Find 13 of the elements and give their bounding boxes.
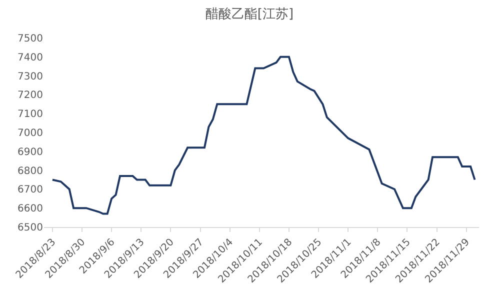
y-tick-label: 7300	[18, 71, 43, 82]
y-tick-label: 6900	[18, 146, 43, 158]
y-tick-label: 7400	[18, 52, 43, 64]
y-tick-label: 6500	[18, 222, 43, 234]
chart-title: 醋酸乙酯[江苏]	[205, 7, 294, 22]
line-series	[51, 56, 476, 215]
y-tick-label: 6600	[18, 204, 43, 215]
y-tick-label: 7200	[18, 90, 43, 102]
y-tick-label: 7100	[18, 109, 43, 120]
y-tick-label: 6800	[18, 166, 43, 177]
y-tick-label: 6700	[18, 184, 43, 196]
y-tick-label: 7500	[18, 34, 43, 44]
y-tick-label: 7000	[18, 128, 43, 139]
